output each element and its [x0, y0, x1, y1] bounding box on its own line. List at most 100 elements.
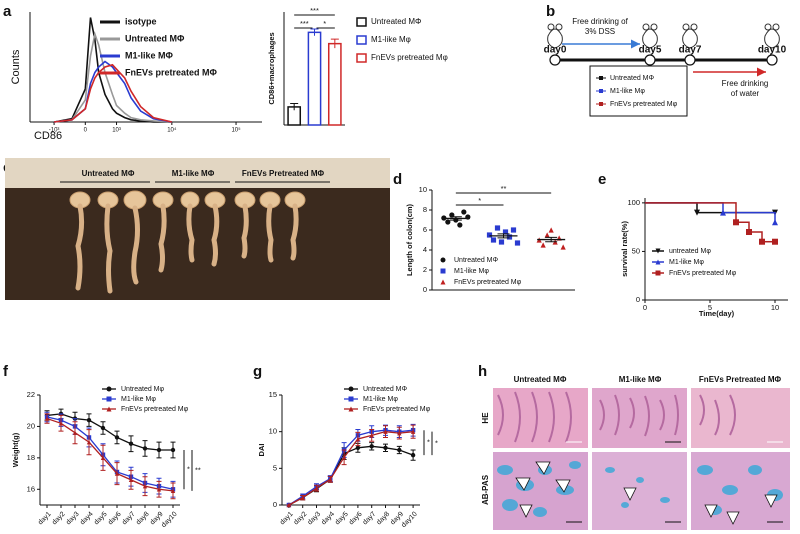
x-axis-label: CD86 [34, 130, 62, 142]
legend-label: Untreated MΦ [363, 386, 408, 393]
panel-label: g [253, 363, 262, 380]
marker [397, 447, 402, 453]
legend-label: M1-like Mφ [121, 396, 156, 403]
legend-label: M1-like Mφ [454, 268, 489, 275]
marker [772, 219, 778, 226]
marker [548, 227, 554, 233]
legend-label: FnEVs pretreated Mφ [371, 53, 448, 62]
significance: *** [310, 6, 319, 15]
sem-bar [497, 233, 510, 239]
legend-label: Untreated MΦ [125, 33, 185, 43]
legend-swatch [356, 53, 367, 63]
y-axis-label: survival rate(%) [620, 221, 629, 277]
y-axis-label: Length of colon(cm) [405, 203, 414, 276]
legend-label: FnEVs pretreated Mφ [669, 270, 737, 277]
x-tick-label: 0 [643, 303, 647, 312]
marker [498, 239, 505, 245]
y-axis-label: CD86+macrophages [267, 32, 276, 104]
x-tick-label: day10 [400, 511, 419, 530]
marker [86, 417, 92, 423]
marker [300, 495, 305, 500]
column-label: Untreated MΦ [514, 375, 567, 384]
marker [170, 447, 176, 453]
x-tick-label: day10 [160, 511, 179, 530]
survival-step [723, 211, 776, 223]
bar [307, 31, 322, 126]
series-line [288, 431, 414, 506]
marker [445, 219, 451, 225]
marker [457, 222, 463, 228]
y-tick-label: 20 [27, 421, 35, 430]
bar [327, 42, 342, 126]
day-label: day0 [544, 45, 567, 56]
density-curve [53, 17, 172, 123]
x-tick-label: day3 [307, 511, 323, 527]
marker [369, 444, 374, 449]
y-axis-label: DAI [257, 444, 266, 457]
marker [341, 455, 347, 460]
y-tick-label: 2 [423, 265, 427, 274]
marker [410, 429, 416, 434]
legend-marker [348, 396, 354, 402]
marker [502, 229, 509, 235]
marker [156, 487, 162, 492]
series-line [46, 413, 173, 451]
y-tick-label: 0 [273, 500, 277, 509]
y-tick-label: 100 [627, 198, 640, 207]
density-curve [53, 63, 173, 123]
y-tick-label: 50 [632, 246, 640, 255]
legend-label: FnEVs pretreated Mφ [454, 279, 522, 286]
y-tick-label: 4 [423, 245, 427, 254]
significance: ** [501, 184, 507, 193]
legend-swatch [356, 17, 367, 27]
marker [86, 439, 92, 445]
marker [170, 488, 176, 494]
legend-swatch [356, 35, 367, 45]
marker [383, 429, 388, 434]
group-label: FnEVs Pretreated MΦ [242, 169, 325, 178]
x-tick-label: day5 [334, 511, 350, 527]
survival-step [749, 231, 763, 242]
x-tick-label: day2 [51, 511, 67, 527]
marker [355, 436, 361, 442]
y-tick-label: 15 [269, 390, 277, 399]
x-tick-label: 10⁴ [167, 127, 177, 134]
column-label: M1-like MΦ [619, 375, 662, 384]
x-tick-label: day6 [348, 511, 364, 527]
panel-label: a [3, 3, 12, 20]
marker [128, 441, 134, 446]
density-curve [53, 30, 172, 123]
legend-marker [106, 396, 112, 402]
legend-label: Untreated MΦ [454, 257, 499, 264]
marker [128, 477, 134, 483]
marker [560, 244, 566, 250]
legend-marker [348, 406, 354, 412]
row-label: HE [481, 412, 490, 424]
x-tick-label: day4 [320, 511, 336, 527]
panel-label: e [598, 171, 606, 188]
legend-marker [440, 268, 446, 274]
survival-step [645, 202, 698, 213]
y-tick-label: 10 [419, 185, 427, 194]
x-tick-label: day2 [293, 511, 309, 527]
x-tick-label: day3 [65, 511, 81, 527]
significance: * [435, 438, 438, 447]
legend-label: untreated Mφ [669, 248, 711, 255]
error-bar [290, 103, 299, 111]
legend-marker [440, 257, 446, 263]
legend-marker [106, 406, 112, 412]
group-label: Untreated MΦ [82, 169, 135, 178]
legend-label: FnEVs pretreated Mφ [121, 406, 189, 413]
x-tick-label: day8 [376, 511, 392, 527]
marker [486, 232, 493, 238]
marker [410, 452, 416, 458]
y-tick-label: 0 [636, 295, 640, 304]
dss-note: Free drinking of [572, 17, 628, 26]
significance: *** [300, 19, 309, 28]
y-tick-label: 16 [27, 484, 35, 493]
water-note: Free drinking [722, 79, 769, 88]
y-axis-label: Weight(g) [11, 432, 20, 467]
legend-label: FnEVs pretreated MΦ [125, 67, 218, 77]
marker [286, 502, 292, 508]
